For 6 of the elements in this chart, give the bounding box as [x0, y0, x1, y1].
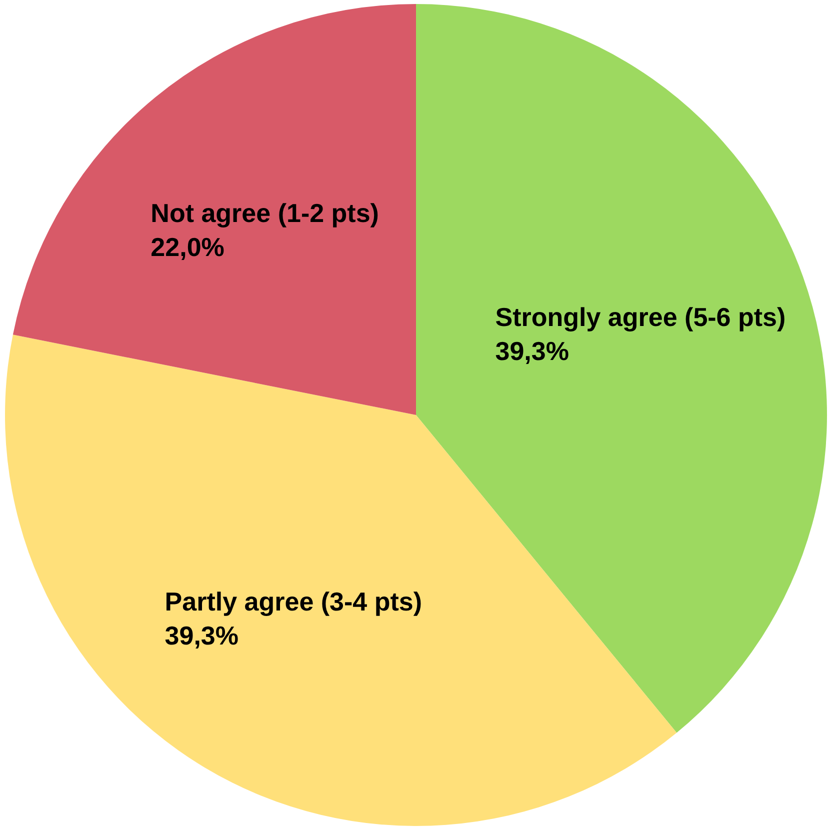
slice-label: Strongly agree (5-6 pts) — [495, 302, 786, 332]
slice-label: Not agree (1-2 pts) — [150, 198, 379, 228]
data-label: 39,3% — [164, 620, 239, 651]
slice-label: Partly agree (3-4 pts) — [164, 586, 422, 617]
data-label: 39,3% — [495, 336, 569, 366]
data-label: 22,0% — [150, 232, 224, 262]
